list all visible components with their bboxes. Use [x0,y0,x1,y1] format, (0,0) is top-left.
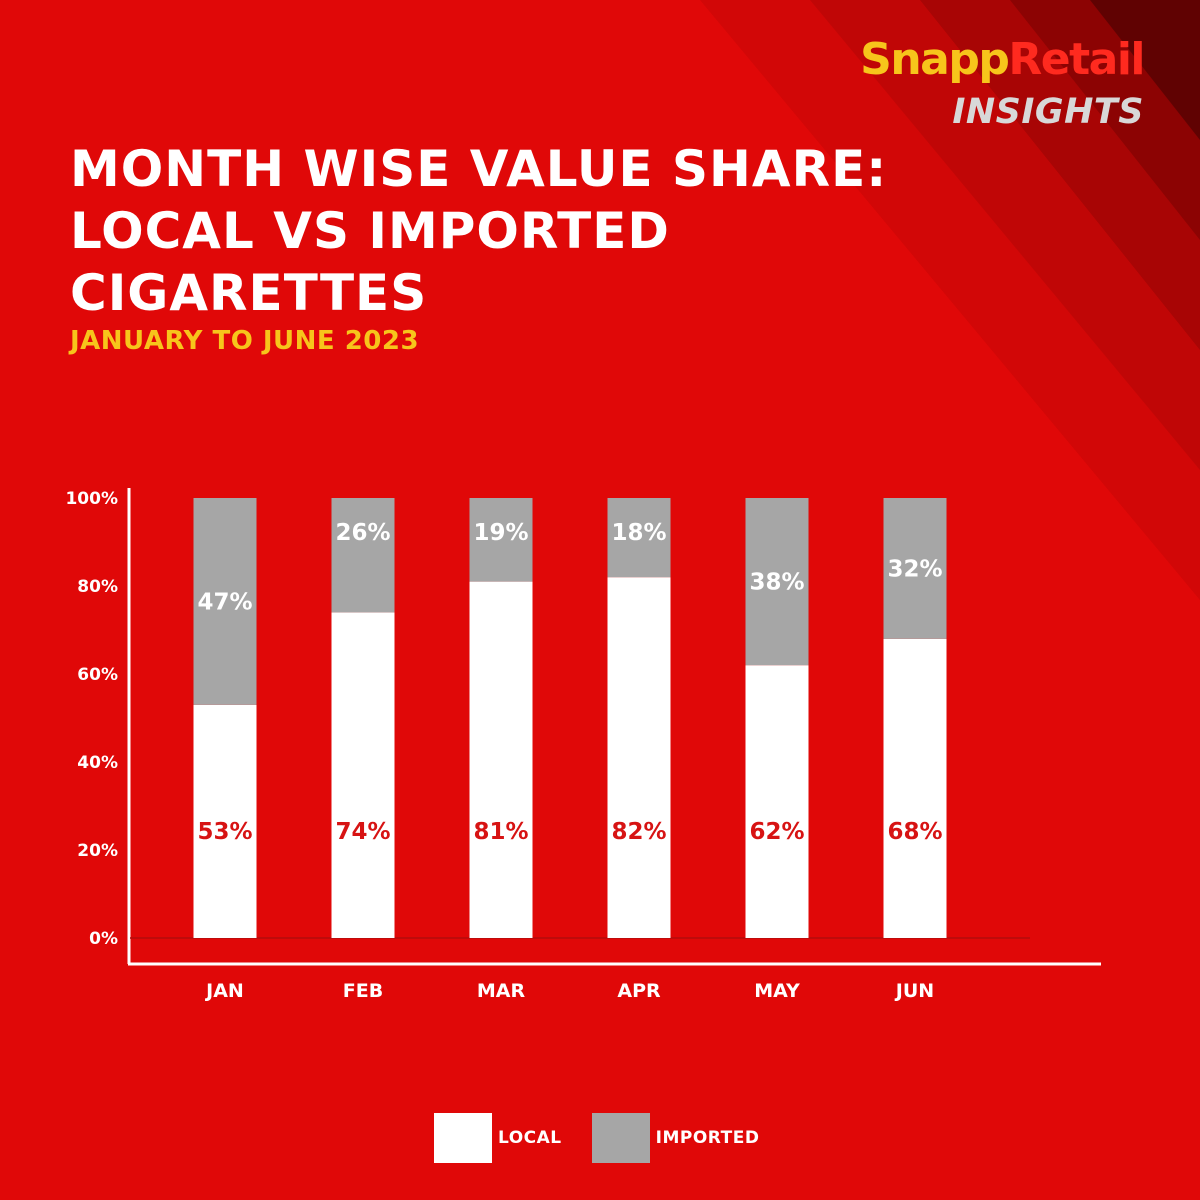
legend-swatch-local [434,1113,492,1163]
data-label-local: 68% [887,819,942,845]
bar-imported [607,498,671,578]
bar-imported [745,498,809,666]
chart-title: MONTH WISE VALUE SHARE: LOCAL VS IMPORTE… [70,140,888,322]
bar-local [469,581,533,938]
data-label-imported: 38% [749,570,804,596]
brand-name-part1: Snapp [860,34,1010,85]
chart-legend: LOCAL IMPORTED [434,1113,789,1163]
brand-logo: SnappRetail INSIGHTS [860,34,1145,132]
data-label-local: 81% [473,819,528,845]
bar-local [193,704,257,938]
bar-local [607,577,671,938]
y-tick-label: 80% [77,577,118,597]
data-label-imported: 47% [197,589,252,615]
legend-swatch-imported [591,1113,650,1163]
y-tick-label: 100% [65,489,118,509]
data-label-imported: 19% [473,520,528,546]
bar-local [745,665,809,938]
x-tick-label: MAR [477,980,526,1002]
data-label-local: 62% [749,819,804,845]
brand-name: SnappRetail [860,34,1145,86]
legend-label-local: LOCAL [498,1128,562,1148]
y-tick-label: 60% [77,665,118,685]
x-tick-label: JAN [204,980,244,1002]
brand-name-part2: Retail [1008,34,1145,85]
corner-stripe [1090,0,1200,140]
bar-imported [469,498,533,582]
data-label-local: 74% [335,819,390,845]
data-label-local: 53% [197,819,252,845]
legend-item-local: LOCAL [434,1113,562,1163]
legend-label-imported: IMPORTED [655,1128,760,1148]
y-tick-label: 40% [77,753,118,773]
x-tick-label: MAY [754,980,800,1002]
brand-tagline: INSIGHTS [952,92,1144,132]
bar-local [331,612,395,938]
y-tick-label: 20% [77,841,118,861]
data-label-imported: 18% [611,520,666,546]
y-tick-label: 0% [89,929,118,949]
data-label-imported: 32% [887,556,942,582]
x-tick-label: JUN [894,980,934,1002]
x-tick-label: APR [617,980,661,1002]
legend-item-imported: IMPORTED [591,1113,760,1163]
x-tick-label: FEB [343,980,383,1002]
data-label-local: 82% [611,819,666,845]
data-label-imported: 26% [335,520,390,546]
bar-imported [883,498,947,639]
chart-subtitle: JANUARY TO JUNE 2023 [70,326,420,356]
bar-imported [331,498,395,613]
bar-imported [193,498,257,705]
bar-local [883,638,947,938]
